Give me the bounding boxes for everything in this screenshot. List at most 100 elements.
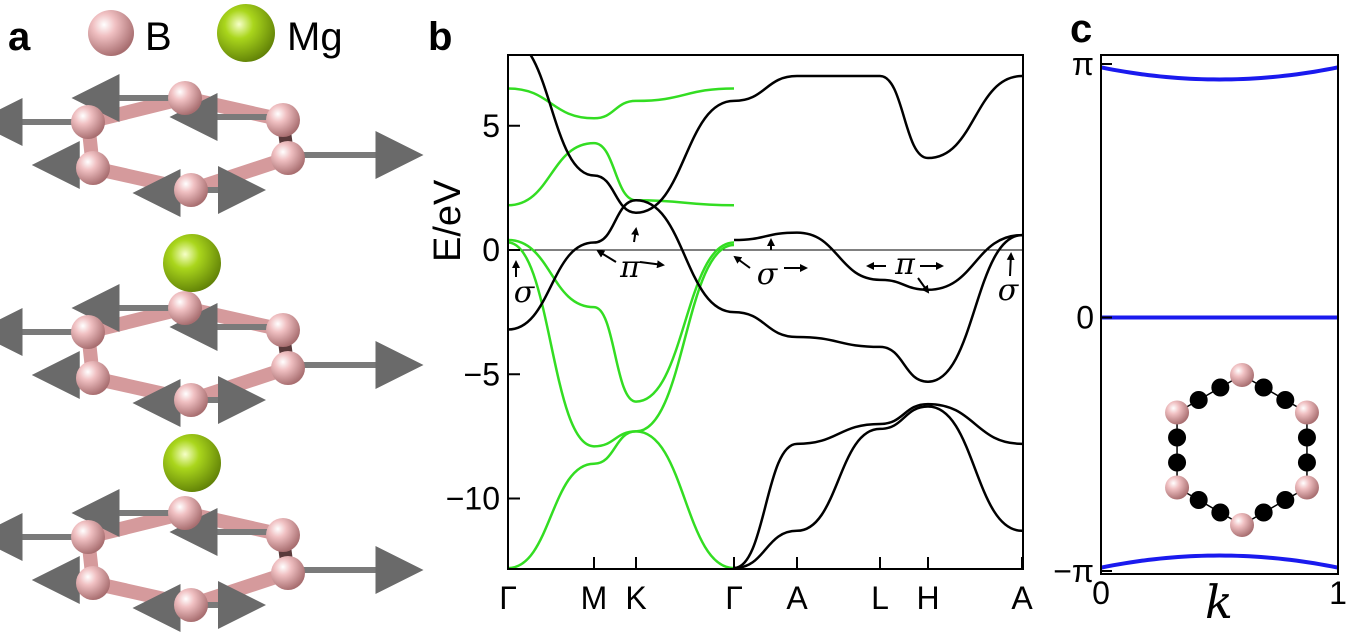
x-tick-label: M [581,580,608,616]
y-tick-label: 5 [482,108,500,144]
ring-black-site [1254,378,1273,397]
annotation-arrow [917,277,930,294]
ring-boron-site [1230,513,1254,537]
x-tick-label: H [916,580,939,616]
annotation-arrow [1006,252,1015,277]
ring-boron-site [1165,475,1190,500]
crystal-structure [0,74,424,632]
boron-atom [71,315,105,349]
x-tick-label: A [1011,580,1033,616]
ring-black-site [1297,428,1316,447]
boron-atom [76,566,110,600]
y-tick-label: π [1072,46,1094,82]
magnesium-atom-icon [217,4,275,62]
boron-atom [174,383,208,417]
legend-boron: B [88,10,172,59]
ring-black-site [1211,503,1230,522]
magnesium-atom [163,234,221,292]
x-tick-label: 1 [1329,575,1347,611]
boron-atom [271,556,305,590]
x-axis-label-k: k [1205,575,1233,629]
boron-atom [168,81,202,115]
boron-atom [168,291,202,325]
x-tick-label: L [871,580,889,616]
band-line [508,241,735,448]
annotation-arrow [733,255,751,269]
panel-c: c π0−π0 1 k [1053,7,1347,629]
ring-boron-site [1230,363,1254,387]
axis-ticks-b: 5 0 −5 −10 Γ M K Γ A L H A [446,108,1034,616]
panel-a: a B Mg [0,4,424,632]
spectrum-plot [1101,65,1338,570]
boron-atom [271,141,305,175]
panel-c-letter: c [1070,7,1092,51]
y-tick-label: −π [1053,553,1094,589]
panel-b: b E/eV 5 0 −5 −10 Γ M K Γ A L H A σ π σ π σ [427,15,1033,616]
band-line [529,55,1023,214]
band-line [508,430,735,569]
axis-ticks-c: π0−π0 1 [1053,46,1347,611]
x-tick-label: 0 [1092,575,1110,611]
y-tick-label: 0 [1076,300,1094,336]
plot-frame-c [1100,54,1339,575]
boron-atom-icon [88,10,134,56]
ring-inset [1165,363,1319,537]
band-annotation-label: σ [757,257,779,292]
annotation-arrow [631,227,640,243]
y-axis-label: E/eV [427,179,469,262]
x-tick-label: Γ [725,580,743,616]
boron-atom [168,496,202,530]
band-annotations: σπ σ πσ [512,227,1020,310]
y-tick-label: −5 [464,356,500,392]
ring-black-site [1168,453,1187,472]
ring-black-site [1168,428,1187,447]
band-line [733,231,1023,292]
boron-layer [0,489,424,632]
band-line [508,87,735,120]
y-tick-label: 0 [482,232,500,268]
legend-magnesium: Mg [217,4,343,62]
boron-atom [266,518,300,552]
band-line [733,402,1023,569]
ring-black-site [1189,491,1208,509]
ring-black-site [1211,378,1230,397]
y-tick-label: −10 [446,481,500,517]
magnesium-atom [163,434,221,492]
boron-atom [71,105,105,139]
band-line [733,405,1023,569]
panel-a-letter: a [8,15,31,59]
ring-boron-site [1294,400,1319,425]
band-annotation-label: π [619,250,641,285]
band-structure-plot [508,55,1023,569]
boron-atom [71,520,105,554]
ring-black-site [1276,491,1295,509]
ring-black-site [1276,391,1295,409]
ring-boron-site [1294,475,1319,500]
boron-atom [174,173,208,207]
band-line [508,141,735,207]
legend-magnesium-label: Mg [287,15,343,59]
legend-boron-label: B [145,15,172,59]
boron-atom [174,588,208,622]
band-annotation-label: σ [998,273,1020,308]
boron-atom [266,313,300,347]
boron-atom [76,151,110,185]
x-tick-label: K [625,580,646,616]
band-annotation-label: π [894,247,916,282]
panel-b-letter: b [428,15,452,59]
boron-atom [76,361,110,395]
ring-black-site [1189,391,1208,409]
band-line [508,238,735,403]
boron-layer [0,74,424,217]
boron-atom [266,103,300,137]
ring-black-site [1254,503,1273,522]
annotation-arrow [639,260,665,269]
boron-atom [271,351,305,385]
band-line [508,199,1023,383]
annotation-arrow [596,249,617,263]
ring-boron-site [1165,400,1190,425]
x-tick-label: A [786,580,808,616]
band-annotation-label: σ [514,275,536,310]
boron-layer [0,284,424,427]
